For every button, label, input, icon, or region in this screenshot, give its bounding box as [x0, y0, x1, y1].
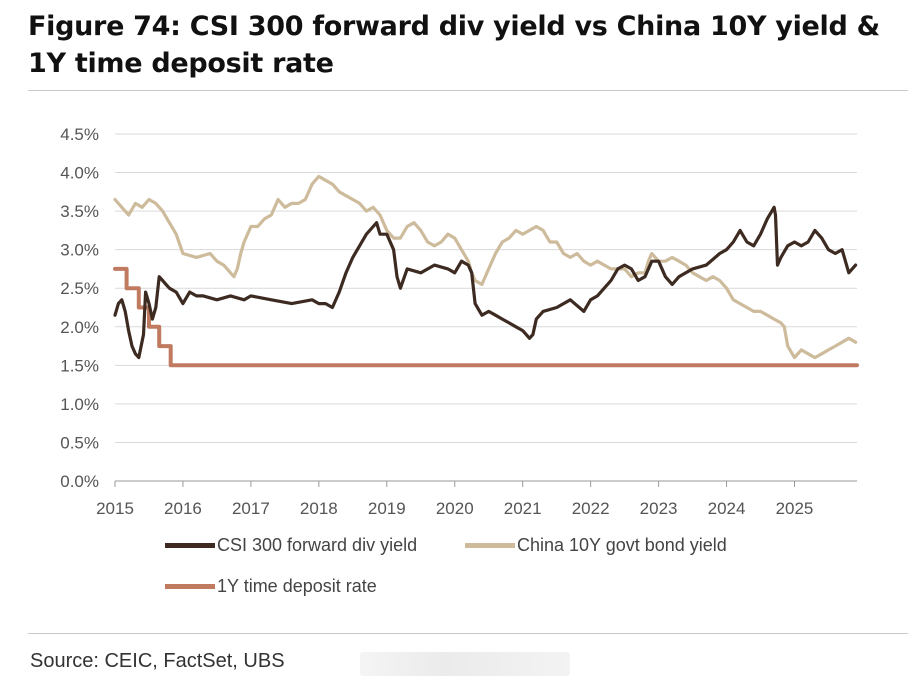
y-tick-label: 1.0%	[60, 395, 99, 414]
y-tick-label: 0.5%	[60, 433, 99, 452]
legend-swatch-china10y	[465, 543, 515, 548]
x-tick-label: 2015	[96, 499, 134, 518]
watermark	[360, 652, 570, 676]
y-tick-label: 0.0%	[60, 472, 99, 491]
x-tick-label: 2021	[504, 499, 542, 518]
legend-label-csi300: CSI 300 forward div yield	[217, 535, 418, 555]
chart-title: Figure 74: CSI 300 forward div yield vs …	[28, 11, 880, 79]
x-tick-label: 2019	[368, 499, 406, 518]
y-tick-label: 4.0%	[60, 164, 99, 183]
legend-item-csi300: CSI 300 forward div yield	[165, 535, 417, 556]
china-10y-yield-line	[113, 174, 858, 360]
series-lines	[113, 174, 859, 368]
deposit-rate-line	[113, 266, 859, 368]
x-tick-label: 2025	[776, 499, 814, 518]
y-tick-label: 3.0%	[60, 241, 99, 260]
x-tick-label: 2024	[708, 499, 746, 518]
y-tick-label: 3.5%	[60, 202, 99, 221]
x-tick-label: 2023	[640, 499, 678, 518]
x-tick-label: 2018	[300, 499, 338, 518]
x-tick-label: 2020	[436, 499, 474, 518]
y-tick-label: 2.5%	[60, 279, 99, 298]
y-tick-label: 2.0%	[60, 318, 99, 337]
legend-swatch-csi300	[165, 543, 215, 548]
y-axis-ticks: 0.0% 0.5% 1.0% 1.5% 2.0% 2.5% 3.0% 3.5% 4.0% 4.5%	[60, 125, 99, 491]
gridlines	[114, 133, 857, 487]
y-tick-label: 4.5%	[60, 125, 99, 144]
x-axis-ticks: 2015 2016 2017 2018 2019 2020 2021 2022 2023 2024…	[96, 499, 813, 518]
legend-label-china10y: China 10Y govt bond yield	[517, 535, 727, 555]
csi300-div-yield-line	[113, 205, 858, 360]
y-tick-label: 1.5%	[60, 356, 99, 375]
x-tick-label: 2017	[232, 499, 270, 518]
bottom-divider	[28, 633, 908, 634]
x-tick-label: 2016	[164, 499, 202, 518]
legend-label-deposit-rate: 1Y time deposit rate	[217, 576, 377, 596]
legend-item-china10y: China 10Y govt bond yield	[465, 535, 727, 556]
legend-item-deposit-rate: 1Y time deposit rate	[165, 576, 377, 597]
top-divider	[28, 90, 908, 91]
x-tick-label: 2022	[572, 499, 610, 518]
source-note: Source: CEIC, FactSet, UBS	[30, 650, 285, 672]
line-chart: 0.0% 0.5% 1.0% 1.5% 2.0% 2.5% 3.0% 3.5% 4.0% 4.5%…	[60, 125, 859, 518]
legend-swatch-deposit-rate	[165, 584, 215, 589]
